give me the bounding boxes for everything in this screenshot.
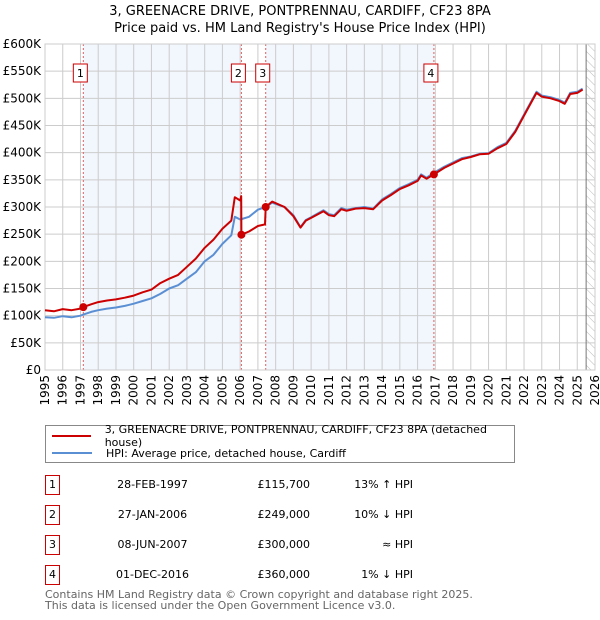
row-price: £115,700	[257, 478, 311, 491]
transaction-label: 3	[259, 67, 266, 80]
x-tick-label: 1995	[38, 375, 52, 406]
x-tick-label: 2003	[180, 375, 194, 406]
row-date: 28-FEB-1997	[117, 478, 188, 491]
footer: Contains HM Land Registry data © Crown c…	[45, 589, 473, 611]
y-tick-label: £200K	[3, 254, 43, 268]
y-tick-label: £150K	[3, 282, 43, 296]
legend-item-property: 3, GREENACRE DRIVE, PONTPRENNAU, CARDIFF…	[46, 423, 514, 449]
x-tick-label: 2008	[269, 375, 283, 406]
y-tick-label: £450K	[3, 119, 43, 133]
x-tick-label: 2026	[588, 375, 600, 406]
y-tick-label: £300K	[3, 200, 43, 214]
x-tick-label: 2006	[233, 375, 247, 406]
x-tick-label: 2017	[428, 375, 442, 406]
y-tick-label: £350K	[3, 173, 43, 187]
x-tick-label: 2009	[286, 375, 300, 406]
y-tick-label: £50K	[10, 336, 42, 350]
transaction-marker	[429, 170, 438, 179]
transaction-marker	[237, 230, 246, 239]
legend-swatch-red	[52, 435, 91, 437]
chart-subtitle: Price paid vs. HM Land Registry's House …	[114, 21, 486, 36]
x-tick-label: 2015	[393, 375, 407, 406]
x-tick-label: 2022	[517, 375, 531, 406]
x-tick-label: 2004	[198, 375, 212, 406]
transaction-label: 4	[427, 67, 434, 80]
transaction-label-box	[230, 63, 246, 83]
x-tick-label: 2014	[375, 375, 389, 406]
row-date: 08-JUN-2007	[117, 538, 188, 551]
row-date: 01-DEC-2016	[115, 568, 190, 581]
row-hpi: 13% ↑ HPI	[354, 478, 413, 491]
x-tick-label: 2012	[340, 375, 354, 406]
x-tick-label: 2021	[499, 375, 513, 406]
table-row: 3 08-JUN-2007 £300,000 ≈ HPI	[45, 535, 413, 555]
x-tick-label: 1997	[73, 375, 87, 406]
row-hpi: 10% ↓ HPI	[354, 508, 413, 521]
footer-licence: This data is licensed under the Open Gov…	[45, 599, 396, 612]
row-date: 27-JAN-2006	[117, 508, 188, 521]
y-tick-label: £500K	[3, 91, 43, 105]
x-tick-label: 2007	[251, 375, 265, 406]
row-price: £249,000	[257, 508, 311, 521]
x-tick-label: 2024	[553, 375, 567, 406]
legend-label-hpi: HPI: Average price, detached house, Card…	[106, 446, 346, 460]
legend-label-property: 3, GREENACRE DRIVE, PONTPRENNAU, CARDIFF…	[104, 423, 487, 449]
row-number: 2	[45, 505, 60, 525]
x-tick-label: 2000	[127, 375, 141, 406]
x-tick-label: 2001	[144, 375, 158, 406]
x-tick-label: 2011	[322, 375, 336, 406]
table-row: 2 27-JAN-2006 £249,000 10% ↓ HPI	[45, 505, 413, 525]
x-tick-label: 2002	[162, 375, 176, 406]
x-tick-label: 2016	[411, 375, 425, 406]
x-tick-label: 2005	[215, 375, 229, 406]
row-hpi: 1% ↓ HPI	[361, 568, 413, 581]
y-tick-label: £250K	[3, 227, 43, 241]
y-tick-label: £400K	[3, 146, 43, 160]
x-tick-label: 2025	[570, 375, 584, 406]
transaction-label: 2	[235, 67, 242, 80]
y-tick-label: £550K	[3, 64, 43, 78]
transaction-marker	[79, 303, 88, 312]
transaction-label: 1	[77, 67, 84, 80]
row-number: 1	[45, 475, 60, 495]
legend-swatch-blue	[52, 452, 92, 454]
chart-title: 3, GREENACRE DRIVE, PONTPRENNAU, CARDIFF…	[109, 4, 491, 19]
row-hpi: ≈ HPI	[382, 538, 413, 551]
row-number: 3	[45, 535, 60, 555]
row-price: £300,000	[257, 538, 311, 551]
legend-item-hpi: HPI: Average price, detached house, Card…	[46, 445, 346, 461]
legend: 3, GREENACRE DRIVE, PONTPRENNAU, CARDIFF…	[45, 423, 515, 463]
x-tick-label: 2023	[535, 375, 549, 406]
table-row: 4 01-DEC-2016 £360,000 1% ↓ HPI	[45, 565, 413, 585]
transaction-label-box	[255, 63, 271, 83]
x-tick-label: 1999	[109, 375, 123, 406]
x-tick-label: 1996	[56, 375, 70, 406]
property-price-line	[44, 88, 584, 313]
y-tick-label: £0	[26, 363, 41, 377]
x-tick-label: 2019	[464, 375, 478, 406]
transaction-label-box	[72, 63, 88, 83]
transaction-label-box	[423, 63, 439, 83]
y-tick-label: £600K	[3, 37, 43, 51]
footer-copyright: Contains HM Land Registry data © Crown c…	[45, 588, 473, 601]
y-tick-label: £100K	[3, 309, 43, 323]
x-tick-label: 1998	[91, 375, 105, 406]
x-tick-label: 2018	[446, 375, 460, 406]
row-number: 4	[45, 565, 60, 585]
x-tick-label: 2013	[357, 375, 371, 406]
transaction-marker	[261, 203, 270, 211]
x-tick-label: 2020	[482, 375, 496, 406]
row-price: £360,000	[257, 568, 311, 581]
table-row: 1 28-FEB-1997 £115,700 13% ↑ HPI	[45, 475, 413, 495]
x-tick-label: 2010	[304, 375, 318, 406]
plot-frame	[44, 43, 596, 371]
